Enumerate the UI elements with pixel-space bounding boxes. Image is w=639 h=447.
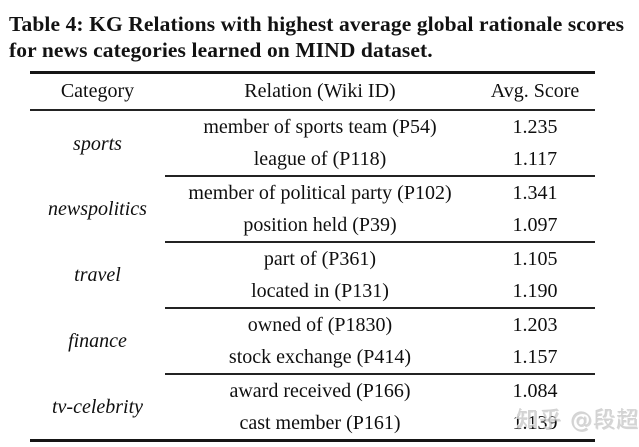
score-cell: 1.203 [512, 314, 558, 336]
col-header-relation: Relation (Wiki ID) [165, 72, 475, 111]
score-cell: 1.084 [512, 380, 558, 402]
relation-cell: part of (P361) [263, 248, 377, 270]
category-cell: finance [68, 330, 127, 352]
score-cell: 1.117 [475, 143, 595, 177]
table-row: stock exchange (P414) 1.157 [30, 341, 595, 375]
score-cell: 1.097 [475, 209, 595, 243]
relation-cell: member of sports team (P54) [203, 116, 437, 138]
category-cell: tv-celebrity [51, 395, 144, 418]
score-cell: 1.139 [512, 412, 558, 434]
table-row: league of (P118) 1.117 [30, 143, 595, 177]
score-cell: 1.105 [512, 248, 558, 270]
table-row: newspolitics member of political party (… [30, 176, 595, 220]
col-header-category: Category [30, 72, 165, 111]
category-cell: newspolitics [48, 198, 147, 220]
table-row: finance owned of (P1830) 1.203 [30, 308, 595, 352]
relation-cell: owned of (P1830) [247, 314, 393, 336]
col-header-avg-score: Avg. Score [475, 72, 595, 111]
relation-cell: league of (P118) [165, 143, 475, 177]
relation-cell: stock exchange (P414) [165, 341, 475, 375]
table-row: located in (P131) 1.190 [30, 275, 595, 309]
table-caption: Table 4: KG Relations with highest avera… [9, 12, 625, 62]
kg-relations-table: Category Relation (Wiki ID) Avg. Score s… [30, 71, 595, 442]
table-row: tv-celebrity award received (P166) 1.084 [30, 374, 595, 418]
relation-cell: award received (P166) [229, 380, 411, 402]
category-cell: sports [73, 132, 122, 155]
relation-cell: located in (P131) [165, 275, 475, 309]
header-row: Category Relation (Wiki ID) Avg. Score [30, 72, 595, 111]
score-cell: 1.235 [512, 116, 558, 138]
relation-cell: cast member (P161) [239, 412, 401, 434]
relation-cell: member of political party (P102) [188, 182, 452, 204]
table-row: travel part of (P361) 1.105 [30, 242, 595, 286]
table-row: sports member of sports team (P54) 1.235 [30, 110, 595, 155]
zhihu-watermark: 知乎 @段超 [516, 408, 639, 433]
relation-cell: position held (P39) [165, 209, 475, 243]
score-cell: 1.190 [475, 275, 595, 309]
score-cell: 1.341 [512, 182, 558, 204]
table-row: cast member (P161) 1.139 [30, 407, 595, 441]
score-cell: 1.157 [475, 341, 595, 375]
table-row: position held (P39) 1.097 [30, 209, 595, 243]
category-cell: travel [74, 264, 121, 286]
